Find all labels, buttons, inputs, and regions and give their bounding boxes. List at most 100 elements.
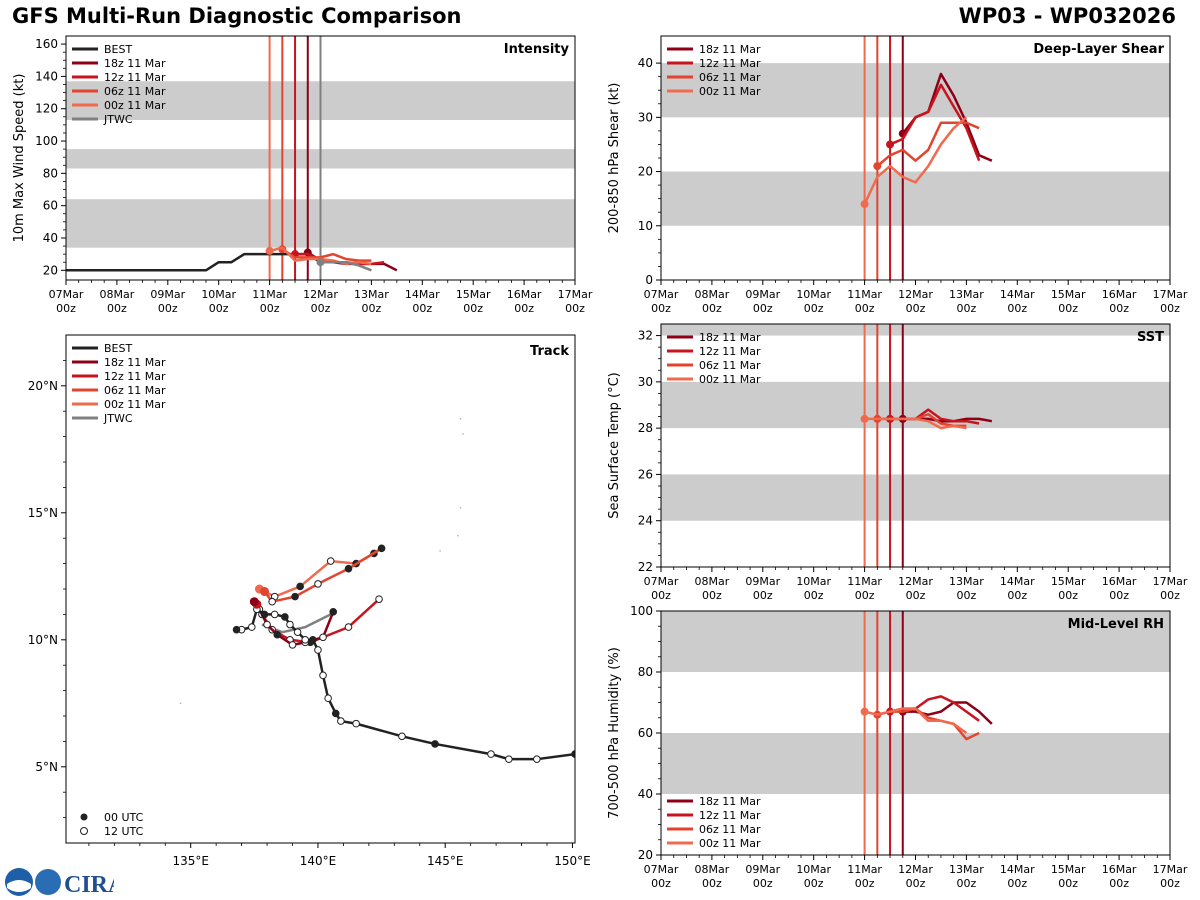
track-marker-best bbox=[314, 646, 322, 654]
shear-series-r00 bbox=[863, 116, 968, 205]
shear-x-tick-hour: 00z bbox=[1160, 302, 1180, 315]
track-marker-best bbox=[301, 636, 310, 644]
track-marker-r18 bbox=[288, 641, 297, 649]
rh-x-tick-date: 08Mar bbox=[695, 863, 730, 876]
intensity-x-tick-date: 15Mar bbox=[456, 288, 491, 301]
intensity-init-point bbox=[265, 246, 274, 255]
track-marker-best bbox=[398, 732, 406, 741]
island-speck bbox=[457, 534, 459, 537]
rh-init-point bbox=[860, 707, 869, 716]
track-legend-label: 12z 11 Mar bbox=[104, 370, 166, 383]
sst-x-tick-hour: 00z bbox=[906, 589, 926, 602]
sst-x-tick-hour: 00z bbox=[1007, 589, 1027, 602]
intensity-x-tick-date: 12Mar bbox=[303, 288, 338, 301]
sst-x-tick-hour: 00z bbox=[1109, 589, 1129, 602]
sst-x-tick-date: 13Mar bbox=[949, 575, 984, 588]
track-marker-best bbox=[337, 717, 345, 725]
island-speck bbox=[459, 417, 462, 420]
shear-init-point bbox=[873, 162, 882, 171]
sst-y-tick-label: 22 bbox=[638, 560, 653, 574]
rh-x-tick-hour: 00z bbox=[1007, 877, 1027, 890]
intensity-series-jtwc bbox=[320, 260, 372, 272]
intensity-legend-label: 18z 11 Mar bbox=[104, 57, 166, 70]
shear-x-tick-hour: 00z bbox=[1109, 302, 1129, 315]
track-marker-best bbox=[281, 613, 289, 621]
island-speck bbox=[459, 506, 462, 509]
marker-legend-label: 12 UTC bbox=[104, 825, 144, 838]
track-x-tick-label: 145°E bbox=[427, 854, 464, 868]
sst-x-tick-hour: 00z bbox=[855, 589, 875, 602]
intensity-x-tick-hour: 00z bbox=[209, 302, 229, 315]
sst-x-tick-date: 17Mar bbox=[1153, 575, 1188, 588]
shear-y-tick-label: 40 bbox=[638, 56, 653, 70]
intensity-legend-label: JTWC bbox=[103, 113, 133, 126]
shear-series-r12 bbox=[889, 83, 981, 162]
intensity-y-tick-label: 140 bbox=[35, 69, 58, 83]
sst-y-tick-label: 24 bbox=[638, 514, 653, 528]
track-marker-best bbox=[352, 719, 360, 728]
rh-y-axis-label: 700-500 hPa Humidity (%) bbox=[607, 647, 622, 819]
track-marker-best bbox=[232, 625, 241, 634]
intensity-x-tick-date: 08Mar bbox=[100, 288, 135, 301]
shear-x-tick-date: 16Mar bbox=[1102, 288, 1137, 301]
track-marker-best bbox=[293, 628, 302, 636]
rh-x-tick-hour: 00z bbox=[1160, 877, 1180, 890]
track-marker-best bbox=[319, 671, 327, 680]
marker-legend-label: 00 UTC bbox=[104, 811, 144, 824]
intensity-y-tick-label: 160 bbox=[35, 37, 58, 51]
track-legend-label: 18z 11 Mar bbox=[104, 356, 166, 369]
sst-x-tick-date: 09Mar bbox=[745, 575, 780, 588]
track-legend-label: 00z 11 Mar bbox=[104, 398, 166, 411]
marker-legend-open bbox=[80, 827, 88, 835]
sst-x-tick-date: 14Mar bbox=[1000, 575, 1035, 588]
intensity-series-best bbox=[66, 252, 322, 272]
shear-x-tick-date: 13Mar bbox=[949, 288, 984, 301]
sst-x-tick-hour: 00z bbox=[1160, 589, 1180, 602]
shear-x-tick-hour: 00z bbox=[1058, 302, 1078, 315]
shear-legend-label: 18z 11 Mar bbox=[699, 43, 761, 56]
rh-x-tick-hour: 00z bbox=[1058, 877, 1078, 890]
track-marker-best bbox=[487, 750, 495, 758]
track-marker-best bbox=[331, 709, 340, 718]
storm-id: WP03 - WP032026 bbox=[958, 4, 1176, 28]
track-marker-r00 bbox=[326, 557, 335, 565]
sst-threshold-band bbox=[661, 324, 1170, 336]
shear-init-point bbox=[860, 200, 869, 209]
intensity-legend-label: BEST bbox=[104, 43, 132, 56]
shear-x-tick-hour: 00z bbox=[957, 302, 977, 315]
shear-legend-label: 06z 11 Mar bbox=[699, 71, 761, 84]
intensity-y-tick-label: 60 bbox=[43, 199, 58, 213]
sst-threshold-band bbox=[661, 381, 1170, 429]
track-marker-r18 bbox=[319, 633, 327, 642]
track-y-tick-label: 20°N bbox=[28, 379, 58, 393]
track-frame bbox=[65, 334, 576, 844]
rh-x-tick-date: 16Mar bbox=[1102, 863, 1137, 876]
shear-x-tick-date: 14Mar bbox=[1000, 288, 1035, 301]
track-marker-best bbox=[270, 610, 279, 619]
sst-y-tick-label: 32 bbox=[638, 329, 653, 343]
shear-y-tick-label: 30 bbox=[638, 110, 653, 124]
track-marker-best bbox=[324, 694, 332, 703]
track-start-point-r06 bbox=[260, 587, 270, 597]
shear-x-tick-hour: 00z bbox=[651, 302, 671, 315]
rh-x-tick-date: 15Mar bbox=[1051, 863, 1086, 876]
sst-x-tick-date: 15Mar bbox=[1051, 575, 1086, 588]
track-legend-label: JTWC bbox=[103, 412, 133, 425]
rh-y-tick-label: 60 bbox=[638, 726, 653, 740]
rh-x-tick-hour: 00z bbox=[702, 877, 722, 890]
track-x-tick-label: 150°E bbox=[554, 854, 591, 868]
shear-legend-label: 00z 11 Mar bbox=[699, 85, 761, 98]
sst-legend-label: 00z 11 Mar bbox=[699, 373, 761, 386]
intensity-x-tick-hour: 00z bbox=[158, 302, 178, 315]
shear-y-tick-label: 0 bbox=[645, 273, 653, 287]
intensity-y-axis-label: 10m Max Wind Speed (kt) bbox=[12, 74, 27, 243]
sst-y-tick-label: 30 bbox=[638, 375, 653, 389]
rh-y-tick-label: 80 bbox=[638, 665, 653, 679]
sst-y-tick-label: 26 bbox=[638, 467, 653, 481]
shear-x-tick-date: 10Mar bbox=[796, 288, 831, 301]
noaa-wave-icon bbox=[7, 880, 31, 892]
sst-series-r00 bbox=[864, 417, 967, 430]
sst-threshold-band bbox=[661, 474, 1170, 521]
shear-y-axis-label: 200-850 hPa Shear (kt) bbox=[607, 83, 622, 234]
